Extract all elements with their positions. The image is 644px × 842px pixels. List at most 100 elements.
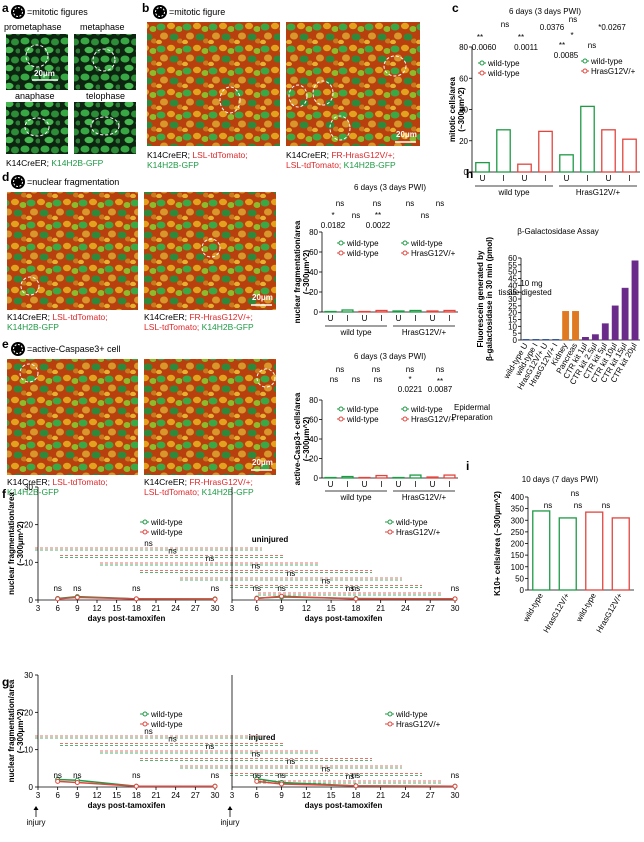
annotation: * <box>408 375 411 384</box>
bar <box>572 311 579 341</box>
x-tick-label: 27 <box>426 604 435 613</box>
caption-part: LSL-tdTomato; <box>192 150 247 160</box>
x-tick-label: I <box>544 174 546 183</box>
bar <box>358 310 371 313</box>
annotation: 0.0022 <box>366 221 391 230</box>
group-label: wild type <box>497 188 530 197</box>
x-tick-label: U <box>328 480 334 489</box>
x-tick-label: HrasG12V/+ <box>542 591 572 634</box>
caption: K14CreER; K14H2B-GFP <box>6 158 104 168</box>
highlight-circle <box>19 363 39 383</box>
annotation: ns <box>144 539 152 548</box>
x-tick-label: 12 <box>302 604 311 613</box>
caption: K14CreER; FR-HrasG12V/+; <box>144 312 253 322</box>
x-tick-label: 30 <box>451 791 460 800</box>
x-tick-label: 18 <box>132 791 141 800</box>
annotation: ns <box>206 554 214 563</box>
group-label: HrasG12V/+ <box>576 188 621 197</box>
legend-marker <box>142 721 148 727</box>
caption-part: FR-HrasG12V/+; <box>331 150 395 160</box>
bar <box>426 476 439 479</box>
annotation: 0.0087 <box>428 385 453 394</box>
bar <box>496 129 511 173</box>
x-tick-label: I <box>380 480 382 489</box>
y-tick-label: 20 <box>459 137 468 146</box>
annotation: ns <box>168 735 176 744</box>
x-tick-label: 27 <box>191 604 200 613</box>
panel-label: i <box>466 459 469 473</box>
x-tick-label: U <box>480 174 486 183</box>
caption-part: FR-HrasG12V/+; <box>189 312 253 322</box>
annotation: ** <box>477 33 483 42</box>
legend-icon-ring <box>13 7 23 17</box>
bar <box>552 339 560 341</box>
legend-label: HrasG12V/+ <box>411 249 456 258</box>
point-annotation: ns <box>352 584 360 593</box>
legend-label: wild-type <box>395 710 428 719</box>
series-line <box>57 780 215 788</box>
legend-label: HrasG12V/+ <box>396 720 441 729</box>
y-tick-label: 50 <box>515 574 524 583</box>
x-tick-label: HrasG12V/+ <box>595 591 625 634</box>
annotation: ns <box>372 365 380 374</box>
y-tick-label: 300 <box>511 516 525 525</box>
bar <box>559 154 574 173</box>
data-point <box>212 596 218 602</box>
caption-part: LSL-tdTomato; <box>144 487 199 497</box>
annotation: ns <box>501 20 509 29</box>
x-tick-label: I <box>346 480 348 489</box>
legend-icon <box>11 342 25 356</box>
point-annotation: ns <box>253 771 261 780</box>
legend-label: wild-type <box>346 249 379 258</box>
legend-label: wild-type <box>395 518 428 527</box>
annotation: ns <box>352 375 360 384</box>
panel-label: d <box>2 170 9 184</box>
caption-part: K14H2B-GFP <box>344 160 396 170</box>
panel-label: a <box>2 1 9 15</box>
caption: LSL-tdTomato; K14H2B-GFP <box>144 487 254 497</box>
annotation: 0.0182 <box>321 221 346 230</box>
point-annotation: ns <box>132 584 140 593</box>
x-tick-label: U <box>328 314 334 323</box>
annotation: ns <box>330 375 338 384</box>
bar <box>532 510 551 591</box>
x-tick-label: I <box>628 174 630 183</box>
group-label: HrasG12V/+ <box>402 328 447 337</box>
point-annotation: ns <box>53 771 61 780</box>
annotation: 0.0011 <box>514 43 538 52</box>
bar <box>538 130 553 173</box>
series-line <box>57 596 216 600</box>
legend-text: =mitotic figure <box>169 7 225 17</box>
data-point <box>133 783 139 789</box>
legend-marker <box>142 519 148 525</box>
x-tick-label: U <box>430 480 436 489</box>
y-tick-label: 250 <box>511 528 525 537</box>
y-tick-label: 40 <box>459 106 468 115</box>
x-tick-label: 21 <box>152 604 161 613</box>
legend-marker <box>402 416 408 422</box>
bar <box>585 511 604 591</box>
y-tick-label: 30 <box>24 671 33 680</box>
x-tick-label: 6 <box>255 604 260 613</box>
point-annotation: ns <box>132 771 140 780</box>
x-tick-label: I <box>586 174 588 183</box>
y-axis-label: active-Casp3+ cells/area <box>293 392 302 485</box>
x-tick-label: 21 <box>152 791 161 800</box>
legend-marker <box>582 58 588 64</box>
annotation: ns <box>421 211 429 220</box>
annotation: ns <box>373 199 381 208</box>
data-point <box>279 781 285 787</box>
y-tick-label: 15 <box>508 316 517 325</box>
bar <box>375 474 388 479</box>
legend-label: HrasG12V/+ <box>591 67 636 76</box>
point-annotation: ns <box>277 584 285 593</box>
bar <box>591 334 599 341</box>
x-tick-label: 6 <box>55 604 60 613</box>
annotation: ns <box>544 501 552 510</box>
legend-marker <box>387 529 393 535</box>
injury-arrowhead <box>227 806 233 810</box>
caption-part: K14CreER; <box>144 312 189 322</box>
annotation: ns <box>336 365 344 374</box>
micrograph <box>74 34 136 90</box>
